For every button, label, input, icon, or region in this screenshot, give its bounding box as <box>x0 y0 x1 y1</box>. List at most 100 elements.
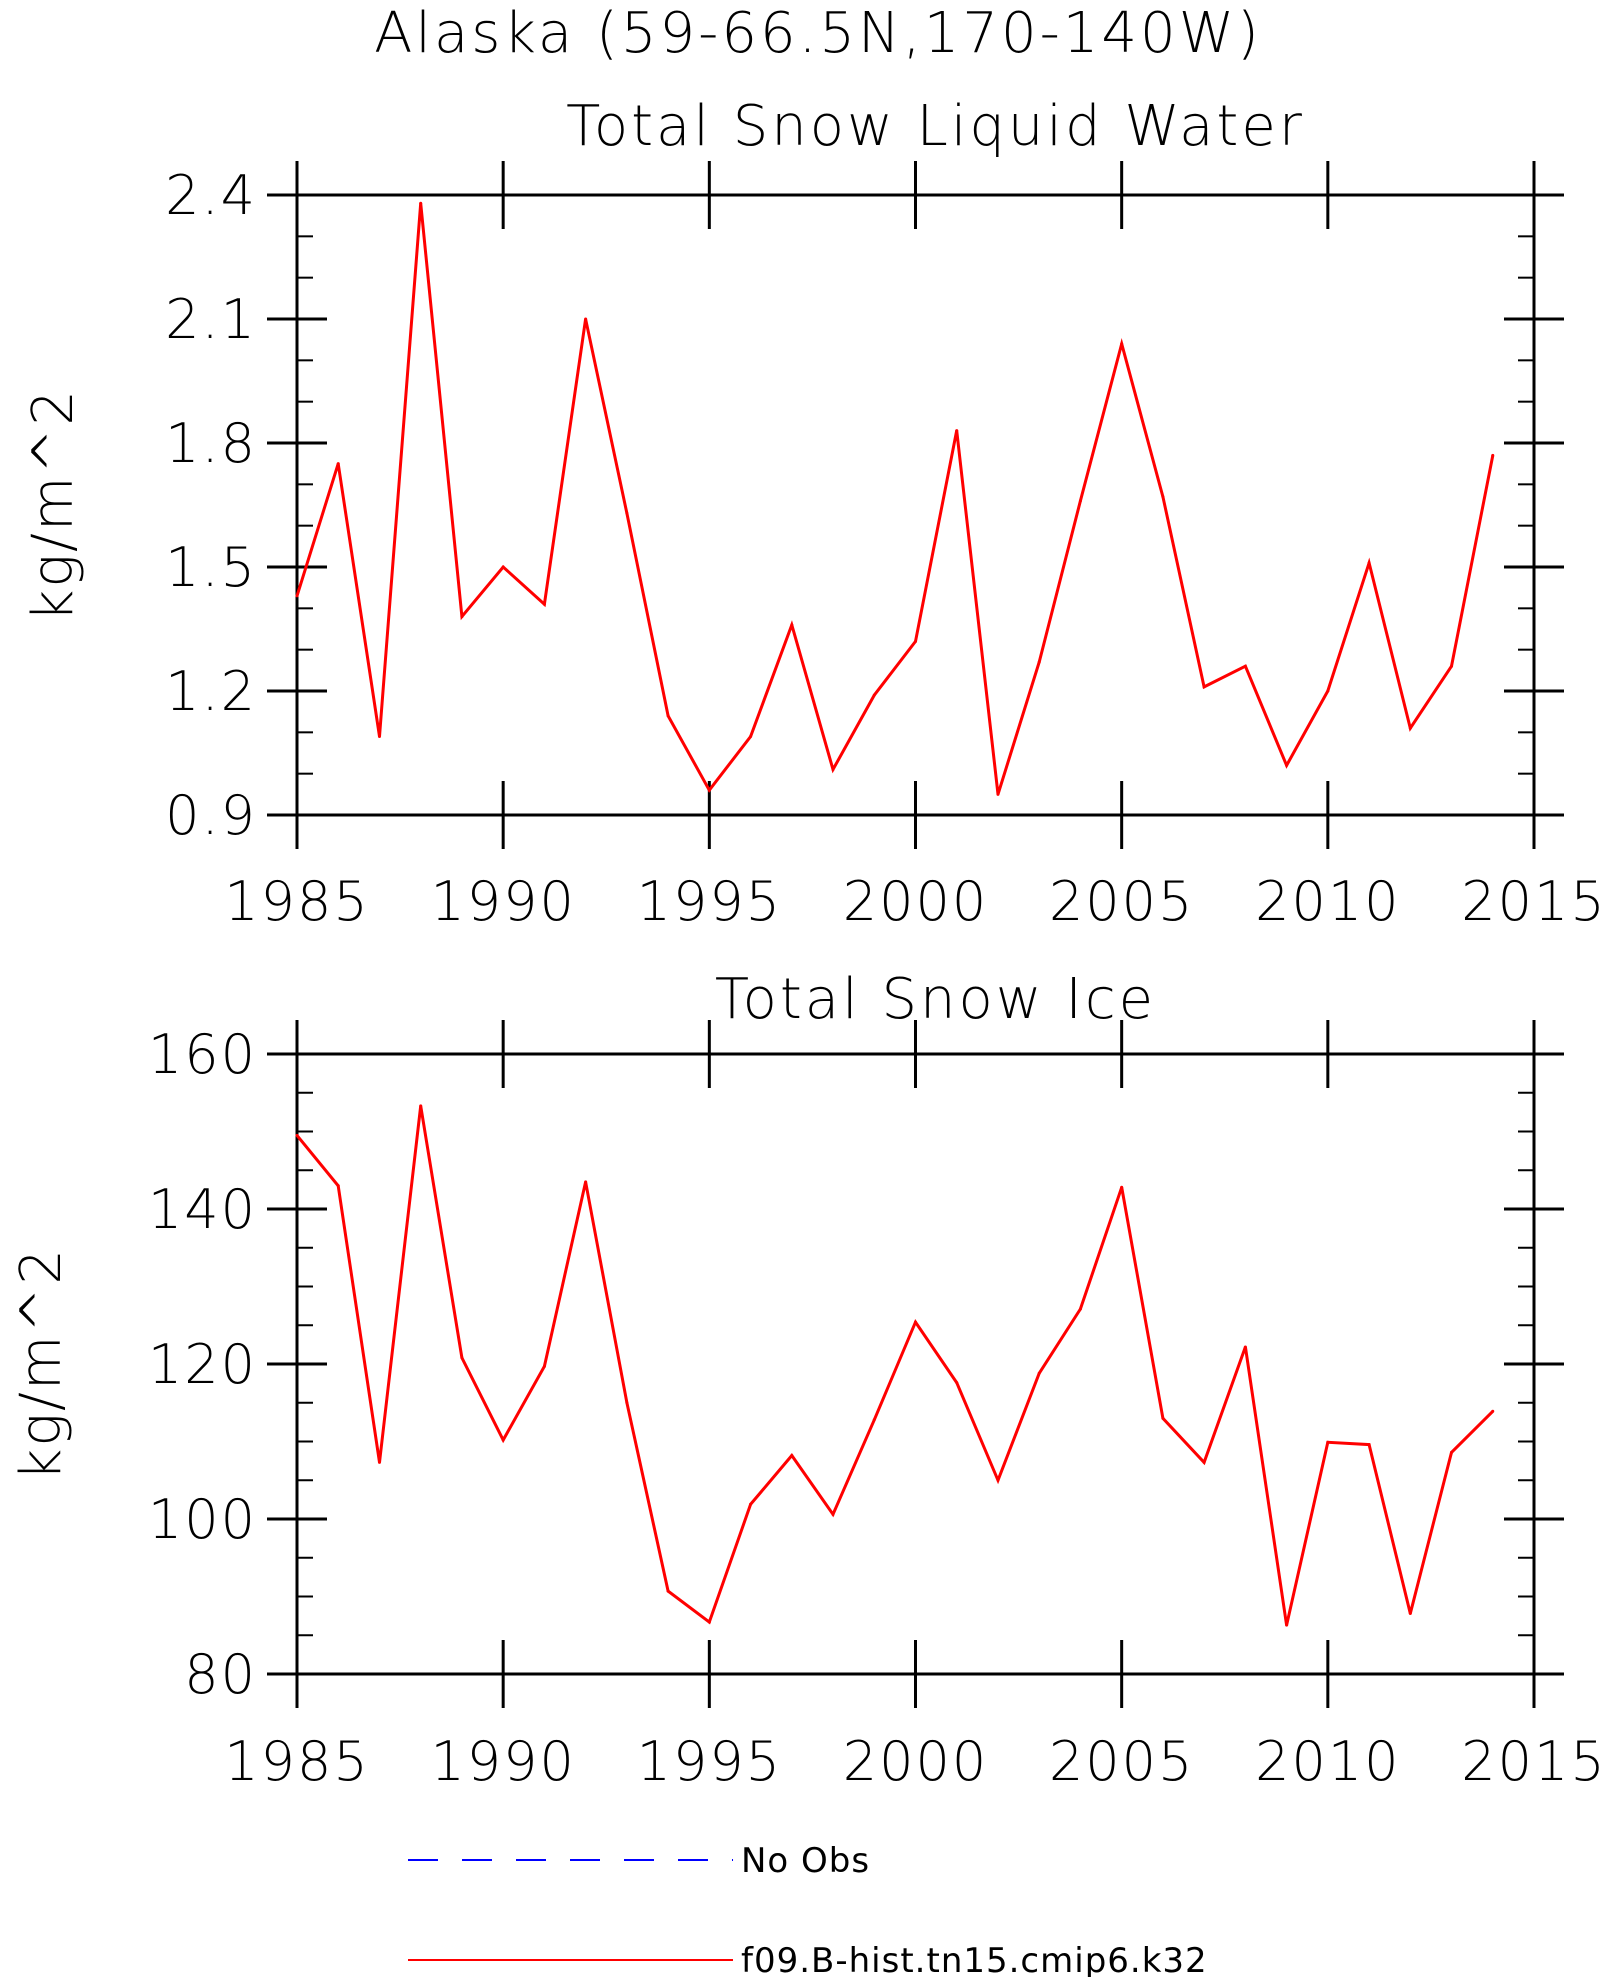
data-point <box>1202 1460 1206 1464</box>
x-tick-label: 2010 <box>1255 1730 1400 1793</box>
data-point <box>996 1478 1000 1482</box>
data-point <box>419 1104 423 1108</box>
x-tick-label: 1985 <box>224 870 369 933</box>
x-tick-label: 1985 <box>224 1730 369 1793</box>
x-tick-label: 1990 <box>430 1730 575 1793</box>
data-point <box>1408 726 1412 730</box>
chart-panel-2: Total Snow Ice 80 100 120 140 160 1985 1990 1995… <box>9 967 1606 1793</box>
y-tick-label: 160 <box>148 1023 257 1086</box>
data-point <box>295 594 299 598</box>
data-point <box>1120 342 1124 346</box>
y-tick-label: 2.1 <box>165 288 257 351</box>
y-axis-label: kg/m^2 <box>9 1247 74 1481</box>
data-point <box>584 317 588 321</box>
data-point <box>872 1418 876 1422</box>
data-point <box>377 734 381 738</box>
data-point <box>996 792 1000 796</box>
x-tick-label: 2015 <box>1461 870 1606 933</box>
data-point <box>666 714 670 718</box>
y-axis-label: kg/m^2 <box>21 388 86 622</box>
data-point <box>831 1512 835 1516</box>
data-point <box>1326 689 1330 693</box>
y-tick-label: 100 <box>148 1488 257 1551</box>
data-point <box>625 511 629 515</box>
legend-label: No Obs <box>741 1841 870 1881</box>
panel-title: Total Snow Liquid Water <box>566 94 1305 159</box>
data-point <box>1078 499 1082 503</box>
data-point <box>1367 1443 1371 1447</box>
data-point <box>1161 1416 1165 1420</box>
data-point <box>707 1620 711 1624</box>
data-point <box>955 429 959 433</box>
data-point <box>1037 1371 1041 1375</box>
legend: No Obs f09.B-hist.tn15.cmip6.k32 <box>408 1841 1208 1977</box>
data-point <box>377 1460 381 1464</box>
chart-panel-1: Total Snow Liquid Water 0.9 1.2 1.5 1.8 2.1 2.… <box>21 94 1606 933</box>
data-point <box>1243 664 1247 668</box>
data-point <box>1037 660 1041 664</box>
y-tick-label: 2.4 <box>165 164 257 227</box>
data-point <box>542 1364 546 1368</box>
data-point <box>955 1381 959 1385</box>
data-point <box>749 1502 753 1506</box>
data-point <box>1491 453 1495 457</box>
series-line <box>295 1105 1494 1626</box>
data-point <box>419 201 423 205</box>
data-point <box>1408 1612 1412 1616</box>
y-tick-label: 1.8 <box>165 412 257 475</box>
data-point <box>914 639 917 643</box>
data-point <box>1078 1307 1082 1311</box>
x-tick-label: 1990 <box>430 870 575 933</box>
data-point <box>336 1184 340 1188</box>
data-point <box>749 734 753 738</box>
plot-frame <box>295 193 1536 817</box>
data-point <box>460 1356 464 1360</box>
data-point <box>1120 1185 1124 1189</box>
series-line <box>295 203 1495 795</box>
data-point <box>1202 685 1206 689</box>
data-point <box>1243 1345 1247 1349</box>
y-tick-label: 140 <box>148 1178 257 1241</box>
data-point <box>336 462 340 466</box>
x-tick-label: 2005 <box>1049 870 1194 933</box>
data-point <box>790 623 794 627</box>
data-point <box>1450 664 1454 668</box>
legend-label: f09.B-hist.tn15.cmip6.k32 <box>741 1941 1208 1977</box>
data-point <box>1491 1409 1495 1413</box>
x-tick-label: 1995 <box>637 1730 782 1793</box>
data-point <box>1450 1450 1454 1454</box>
plot-frame <box>295 1052 1536 1676</box>
data-point <box>501 565 505 569</box>
x-tick-label: 1995 <box>637 870 782 933</box>
data-point <box>914 1320 917 1324</box>
data-point <box>295 1133 299 1137</box>
data-point <box>460 615 464 619</box>
y-tick-label: 120 <box>148 1333 257 1396</box>
x-tick-label: 2015 <box>1461 1730 1606 1793</box>
data-point <box>1367 561 1371 565</box>
x-tick-label: 2005 <box>1049 1730 1194 1793</box>
x-tick-label: 2000 <box>843 1730 988 1793</box>
data-point <box>872 693 876 697</box>
data-point <box>1161 495 1165 499</box>
data-point <box>542 602 546 606</box>
data-point <box>501 1438 505 1442</box>
y-tick-label: 0.9 <box>165 784 257 847</box>
data-point <box>1326 1440 1330 1444</box>
data-point <box>1285 763 1289 767</box>
data-point <box>831 768 835 772</box>
data-point <box>584 1180 588 1184</box>
x-tick-label: 2010 <box>1255 870 1400 933</box>
figure-title: Alaska (59-66.5N,170-140W) <box>374 1 1262 66</box>
y-tick-label: 80 <box>184 1643 257 1706</box>
data-point <box>1285 1623 1289 1627</box>
y-tick-label: 1.2 <box>165 660 257 723</box>
data-point <box>790 1453 794 1457</box>
data-point <box>666 1589 670 1593</box>
panel-title: Total Snow Ice <box>715 967 1156 1032</box>
x-tick-label: 2000 <box>843 870 988 933</box>
data-point <box>707 788 711 792</box>
data-point <box>625 1401 629 1405</box>
y-tick-label: 1.5 <box>165 536 257 599</box>
